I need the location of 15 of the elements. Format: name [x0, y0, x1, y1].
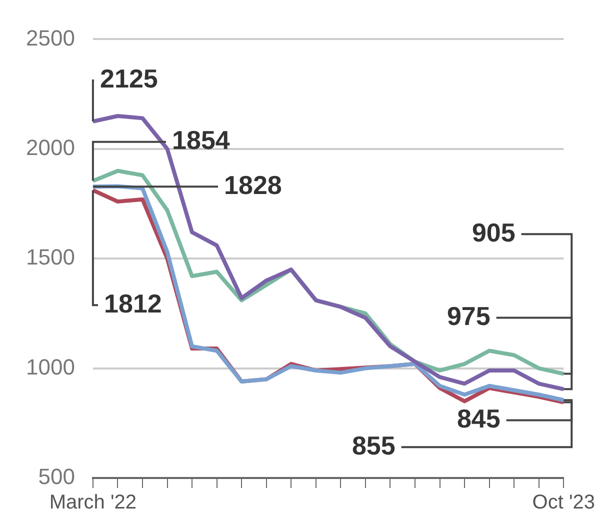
y-tick-label: 2000 [26, 134, 75, 160]
x-tick-label: March '22 [49, 492, 137, 514]
x-tick-label: Oct '23 [532, 492, 595, 514]
annotation: 975 [446, 300, 490, 331]
annotation: 1854 [172, 125, 230, 156]
annotation: 905 [472, 217, 516, 248]
annotation: 2125 [100, 64, 158, 94]
annotation: 855 [352, 430, 396, 460]
y-tick-label: 2500 [26, 25, 75, 50]
annotation: 1812 [104, 288, 162, 318]
y-tick-label: 1000 [26, 354, 75, 380]
y-tick-label: 1500 [26, 244, 75, 270]
annotation: 1828 [224, 170, 282, 200]
annotation: 845 [456, 403, 500, 434]
y-tick-label: 500 [38, 464, 75, 490]
